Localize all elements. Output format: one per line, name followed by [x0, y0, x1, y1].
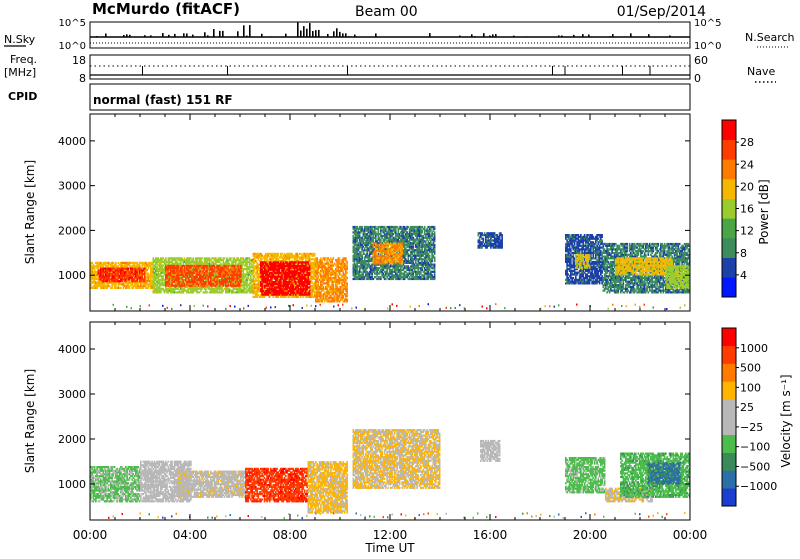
heatmap-cell	[361, 226, 363, 228]
nave-tick-top: 60	[694, 54, 708, 67]
freq-label: Freq.	[10, 53, 37, 66]
nsearch-label: N.Search	[745, 31, 795, 44]
heatmap-cell	[144, 271, 146, 273]
freq-panel: 18 8 60 0 Freq. [MHz] Nave	[4, 53, 776, 85]
heatmap-cell	[131, 268, 133, 270]
nsky-label: N.Sky	[4, 33, 36, 46]
heatmap-cell	[128, 268, 130, 270]
cpid-text: normal (fast) 151 RF	[93, 93, 233, 107]
heatmap-cell	[314, 253, 316, 255]
heatmap-cell	[206, 291, 208, 293]
heatmap-cell	[234, 265, 236, 267]
heatmap-cell	[346, 277, 348, 279]
nsky-bars	[96, 23, 671, 37]
nsky-bar	[213, 29, 215, 37]
nsky-bar	[300, 30, 302, 37]
nsky-bar	[219, 31, 221, 37]
nsearch-tick-bottom: 10^0	[694, 41, 721, 52]
heatmap-cell	[229, 265, 231, 267]
heatmap-cell	[309, 281, 311, 283]
nsky-bar	[339, 32, 341, 37]
nave-tick-bottom: 0	[694, 72, 701, 85]
heatmap-cell	[278, 253, 280, 255]
heatmap-cell	[165, 257, 167, 259]
nsky-bar	[249, 25, 251, 37]
nsearch-tick-top: 10^5	[694, 18, 721, 29]
heatmap-cell	[308, 261, 310, 263]
nsky-bar	[309, 23, 311, 37]
nsky-bar	[306, 29, 308, 37]
heatmap-cell	[295, 281, 297, 283]
heatmap-cell	[345, 257, 347, 259]
heatmap-cell	[333, 257, 335, 259]
heatmap-cell	[230, 257, 232, 259]
heatmap-cell	[115, 262, 117, 264]
nsky-bar	[333, 31, 335, 37]
heatmap-cell	[240, 265, 242, 267]
nsky-bar	[336, 28, 338, 37]
freq-unit: [MHz]	[4, 66, 36, 79]
nsky-bar	[243, 25, 245, 37]
heatmap-cell	[224, 257, 226, 259]
heatmap-cell	[201, 257, 203, 259]
nsky-bar	[297, 23, 299, 37]
heatmap-cell	[295, 261, 297, 263]
freq-tick-top: 18	[72, 54, 86, 67]
nave-label: Nave	[747, 65, 775, 78]
nsky-bar	[318, 30, 320, 37]
heatmap-cell	[346, 299, 348, 301]
nsky-tick-bottom: 10^0	[59, 41, 86, 52]
heatmap-cell	[144, 268, 146, 270]
nsky-bar	[237, 31, 239, 37]
beam-title: Beam 00	[355, 4, 418, 20]
nsky-frame	[90, 22, 690, 48]
nsky-bar	[303, 26, 305, 37]
heatmap-cell	[214, 265, 216, 267]
heatmap-cell	[240, 285, 242, 287]
nsky-tick-top: 10^5	[59, 18, 86, 29]
heatmap-cell	[309, 290, 311, 292]
cpid-panel: CPID normal (fast) 151 RF	[8, 84, 690, 110]
nsky-bar	[315, 30, 317, 37]
nsky-bar	[312, 31, 314, 37]
heatmap-cell	[179, 277, 181, 279]
power-heatmap	[90, 226, 690, 310]
heatmap-cell	[309, 286, 311, 288]
heatmap-cell	[240, 279, 242, 281]
cpid-label: CPID	[8, 90, 37, 103]
heatmap-cell	[316, 257, 318, 259]
heatmap-cell	[193, 257, 195, 259]
nave-spikes	[143, 66, 651, 75]
nsky-bar	[222, 31, 224, 37]
freq-tick-bottom: 8	[79, 72, 86, 85]
heatmap-cell	[191, 265, 193, 267]
heatmap-cell	[205, 281, 207, 283]
date-title: 01/Sep/2014	[617, 4, 706, 20]
heatmap-cell	[293, 285, 295, 287]
nsky-panel: 10^5 10^0 10^5 10^0 N.Sky N.Search	[4, 18, 795, 52]
heatmap-cell	[309, 265, 311, 267]
heatmap-cell	[346, 261, 348, 263]
station-title: McMurdo (fitACF)	[92, 0, 240, 18]
heatmap-cell	[346, 282, 348, 284]
heatmap-cell	[346, 272, 348, 274]
heatmap-cell	[309, 272, 311, 274]
heatmap-cell	[120, 287, 122, 289]
heatmap-cell	[339, 257, 341, 259]
heatmap-cell	[184, 283, 186, 285]
heatmap-cell	[178, 265, 180, 267]
